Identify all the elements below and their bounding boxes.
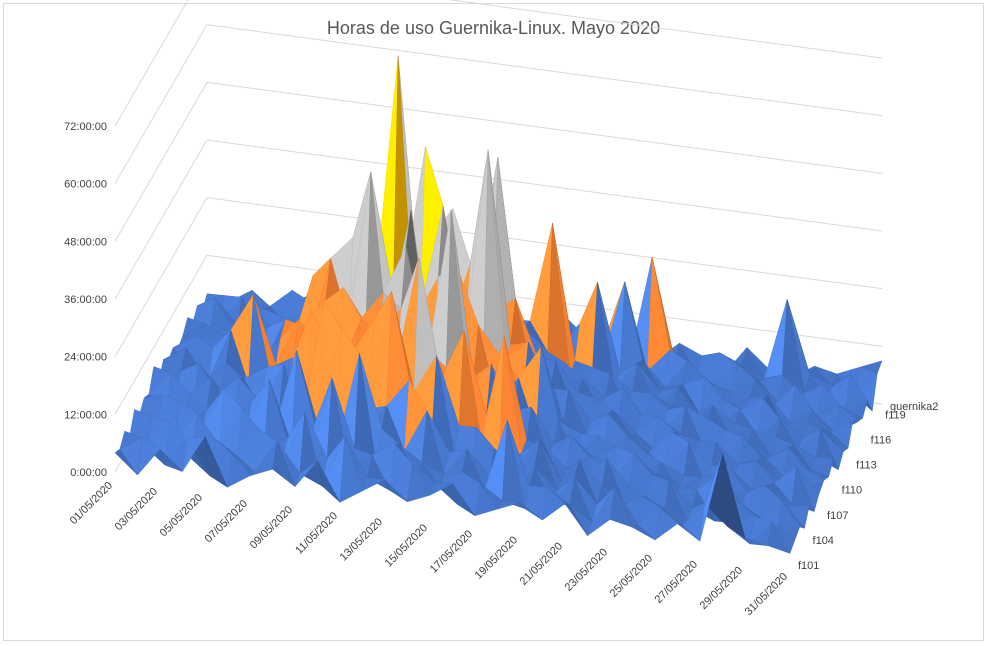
surface-facet (294, 460, 318, 487)
surface-facet (362, 477, 386, 492)
surface-facet (227, 454, 251, 488)
surface-facet (744, 537, 768, 546)
date-tick-label: 21/05/2020 (518, 540, 565, 587)
surface-facet (699, 452, 723, 542)
surface-facet (429, 481, 454, 496)
date-tick-label: 03/05/2020 (113, 486, 160, 533)
series-tick-label: guernika2 (890, 401, 938, 413)
surface-facet (182, 435, 206, 472)
z-tick-label: 60:00:00 (64, 179, 107, 191)
surface-facet (384, 479, 408, 502)
z-tick-label: 36:00:00 (64, 294, 107, 306)
z-tick-label: 24:00:00 (64, 352, 107, 364)
date-tick-label: 07/05/2020 (203, 498, 250, 545)
series-tick-label: f116 (871, 434, 892, 446)
surface-facet (654, 507, 678, 541)
surface-facet (452, 483, 476, 516)
gridline-6 (114, 0, 883, 127)
surface-facet (339, 436, 363, 503)
date-tick-label: 19/05/2020 (473, 534, 520, 581)
surface-facet (137, 437, 161, 476)
z-tick-label: 12:00:00 (64, 409, 107, 421)
surface-facet (317, 460, 341, 503)
surface-facet (542, 487, 566, 521)
surface-facet (407, 463, 431, 503)
date-tick-label: 13/05/2020 (338, 516, 385, 563)
surface-facet (677, 523, 701, 542)
surface-facet (474, 482, 498, 516)
surface-facet (497, 500, 521, 510)
surface-facet (159, 449, 183, 472)
series-tick-label: f119 (885, 409, 906, 421)
z-tick-label: 0:00:00 (70, 467, 107, 479)
date-tick-label: 29/05/2020 (698, 565, 745, 612)
date-tick-label: 01/05/2020 (68, 480, 115, 527)
surface-facet (564, 503, 588, 536)
series-tick-label: f107 (827, 510, 848, 522)
series-tick-label: f110 (842, 485, 863, 497)
z-tick-label: 48:00:00 (64, 236, 107, 248)
surface-facet (519, 502, 543, 521)
date-tick-label: 17/05/2020 (428, 528, 475, 575)
gridline-2 (114, 197, 883, 357)
surface-plot (114, 55, 883, 554)
gridline-4 (114, 81, 883, 242)
date-tick-label: 25/05/2020 (608, 552, 655, 599)
date-tick-label: 11/05/2020 (293, 510, 340, 557)
surface-facet (767, 522, 791, 554)
series-tick-label: f113 (856, 460, 877, 472)
surface-facet (272, 440, 296, 488)
surface-facet (587, 519, 611, 537)
surface-facet (114, 448, 138, 476)
chart-title: Horas de uso Guernika-Linux. Mayo 2020 (326, 18, 661, 38)
z-tick-label: 72:00:00 (64, 121, 107, 133)
date-tick-label: 23/05/2020 (563, 546, 610, 593)
gridline-5 (114, 24, 883, 184)
date-tick-label: 09/05/2020 (248, 504, 295, 551)
series-tick-label: f104 (813, 535, 834, 547)
series-tick-label: f101 (798, 560, 819, 572)
surface-facet (609, 486, 633, 528)
surface-facet (204, 436, 228, 488)
date-tick-label: 27/05/2020 (653, 559, 700, 606)
surface-facet (632, 523, 656, 541)
surface-facet (722, 452, 746, 539)
date-tick-label: 15/05/2020 (383, 522, 430, 569)
date-tick-label: 05/05/2020 (158, 492, 205, 539)
date-tick-label: 31/05/2020 (743, 571, 790, 618)
surface-facet (249, 469, 273, 476)
gridline-3 (114, 139, 883, 300)
